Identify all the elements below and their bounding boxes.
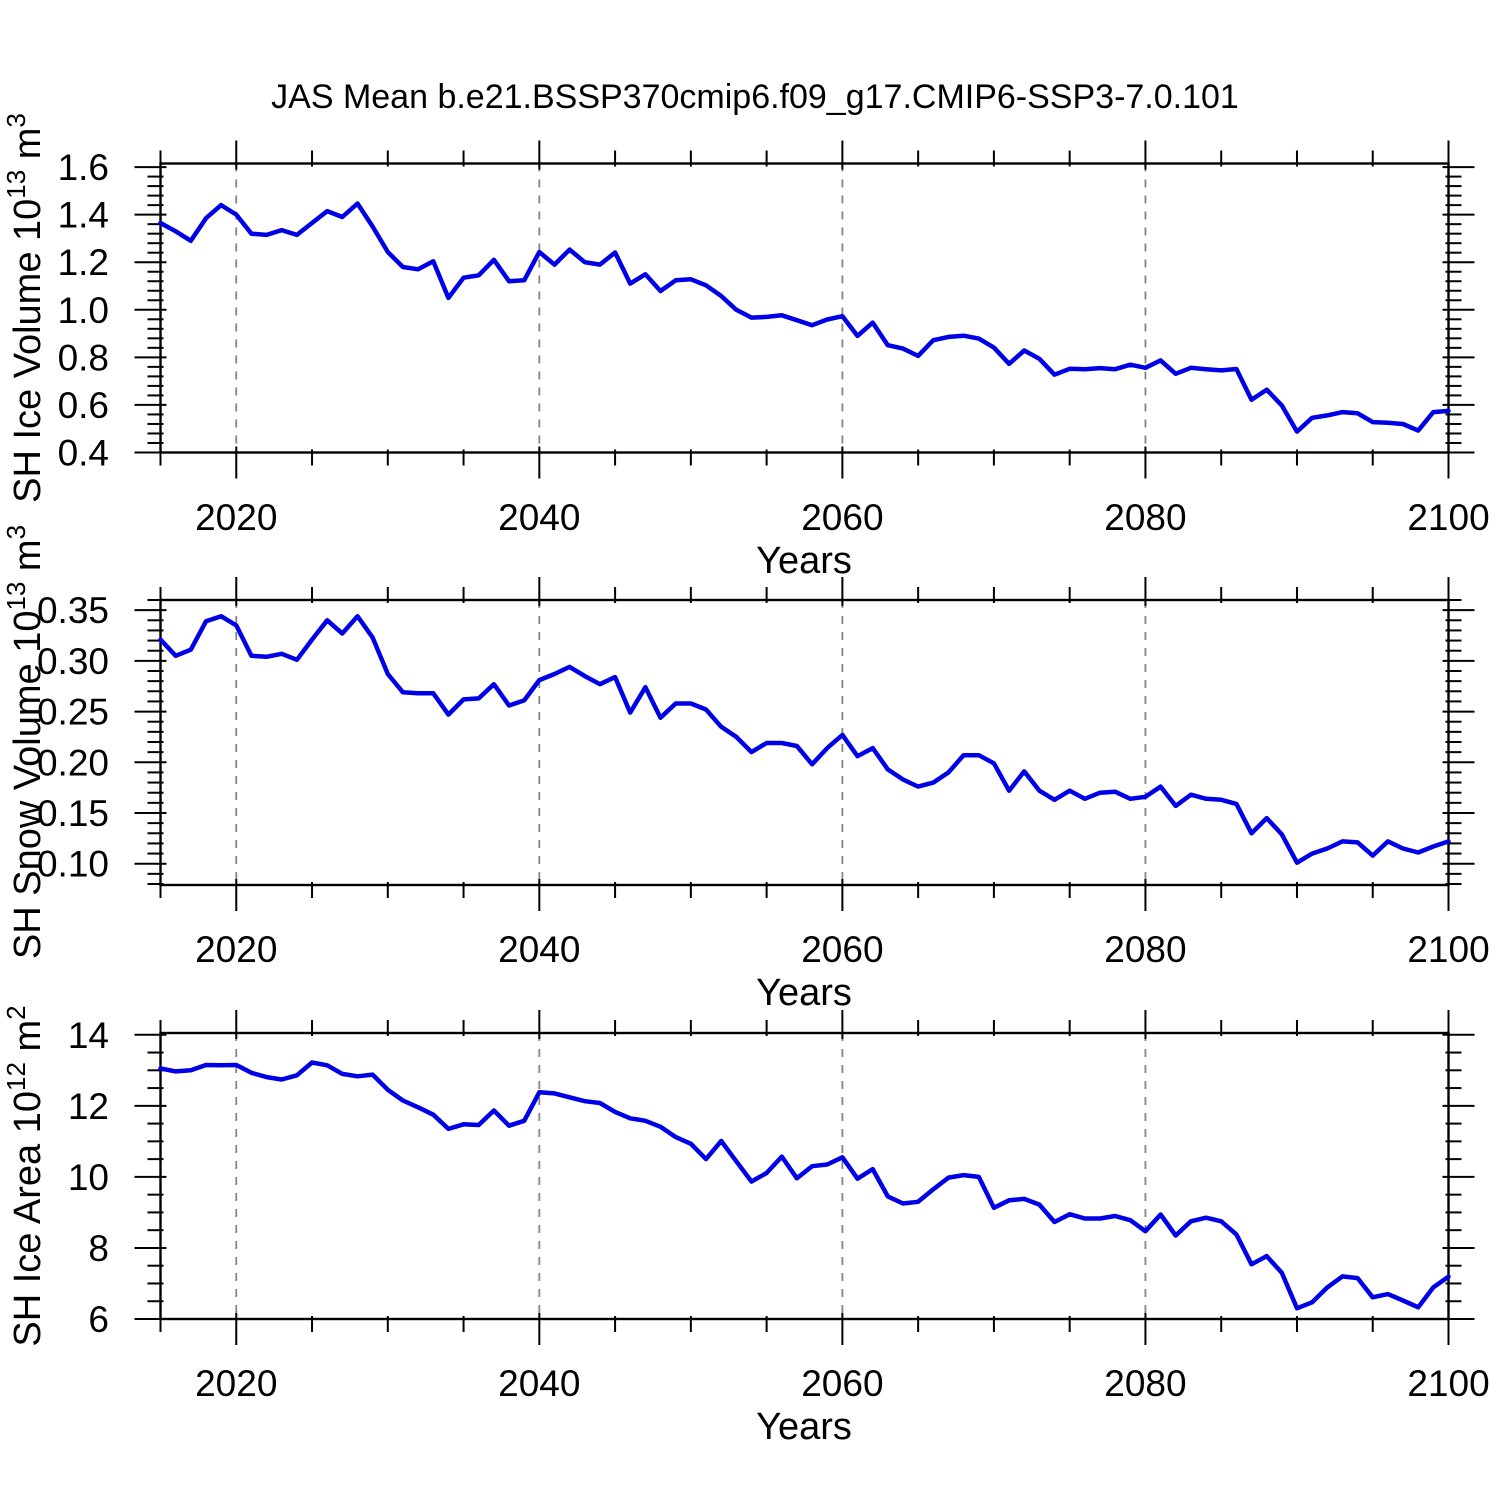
plot-border	[159, 1031, 1450, 1321]
y-tick-label: 8	[88, 1228, 109, 1269]
chart-title: JAS Mean b.e21.BSSP370cmip6.f09_g17.CMIP…	[271, 78, 1239, 116]
y-tick-label: 0.6	[58, 385, 109, 426]
x-tick-label: 2020	[195, 497, 277, 538]
data-line-series	[158, 1060, 1451, 1311]
y-tick-label: 1.0	[58, 290, 109, 331]
y-tick-label: 1.4	[58, 195, 109, 236]
y-tick-label: 0.30	[37, 641, 109, 682]
x-tick-label: 2060	[801, 929, 883, 970]
y-tick-label: 0.15	[37, 793, 109, 834]
data-line-series	[158, 613, 1451, 865]
x-tick-label: 2100	[1407, 1363, 1489, 1404]
panel-ice-area: 2020 2040 2060 2080 2100 6 8 10 12 14	[68, 1010, 1490, 1404]
x-tick-label: 2080	[1104, 929, 1186, 970]
data-line-series	[158, 201, 1451, 434]
y-tick-label: 0.8	[58, 337, 109, 378]
x-tick-label: 2020	[195, 1363, 277, 1404]
plot-border	[159, 162, 1450, 454]
x-tick-label: 2060	[801, 1363, 883, 1404]
x-tick-label: 2080	[1104, 497, 1186, 538]
tick-labels: 2020 2040 2060 2080 2100 0.10 0.15 0.20 0.25 0.30…	[37, 590, 1490, 970]
tick-labels: 2020 2040 2060 2080 2100 0.4 0.6 0.8 1.0 1.2 1.4 1.…	[58, 147, 1490, 538]
panels-group: 2020 2040 2060 2080 2100 0.4 0.6 0.8 1.0 1.2 1.4 1.…	[37, 140, 1490, 1404]
y-tick-label: 0.35	[37, 590, 109, 631]
x-tick-label: 2100	[1407, 929, 1489, 970]
gridlines	[235, 163, 1147, 453]
x-tick-label: 2020	[195, 929, 277, 970]
y-axis-title-ice-volume: SH Ice Volume 1013 m3	[1, 113, 49, 503]
x-tick-label: 2040	[498, 1363, 580, 1404]
y-tick-label: 0.25	[37, 692, 109, 733]
y-tick-label: 6	[88, 1299, 109, 1340]
y-tick-label: 1.2	[58, 242, 109, 283]
x-tick-label: 2040	[498, 929, 580, 970]
panel-ice-volume: 2020 2040 2060 2080 2100 0.4 0.6 0.8 1.0 1.2 1.4 1.…	[58, 140, 1490, 538]
x-tick-label: 2080	[1104, 1363, 1186, 1404]
y-axis-title-snow-volume: SH Snow Volume 1013 m3	[1, 525, 49, 959]
x-axis-title-panel-3: Years	[756, 1406, 852, 1448]
x-tick-label: 2060	[801, 497, 883, 538]
tick-labels: 2020 2040 2060 2080 2100 6 8 10 12 14	[68, 1015, 1490, 1404]
y-tick-label: 1.6	[58, 147, 109, 188]
y-tick-label: 12	[68, 1086, 109, 1127]
y-tick-label: 10	[68, 1157, 109, 1198]
plot-border	[159, 598, 1450, 887]
y-tick-label: 0.10	[37, 844, 109, 885]
x-tick-label: 2040	[498, 497, 580, 538]
x-tick-label: 2100	[1407, 497, 1489, 538]
x-axis-title-panel-2: Years	[756, 972, 852, 1014]
panel-snow-volume: 2020 2040 2060 2080 2100 0.10 0.15 0.20 0.25 0.30…	[37, 577, 1490, 970]
axis-ticks	[134, 140, 1475, 479]
x-axis-title-panel-1: Years	[756, 540, 852, 582]
y-tick-label: 14	[68, 1015, 109, 1056]
axis-ticks	[134, 1010, 1475, 1345]
y-tick-label: 0.20	[37, 742, 109, 783]
y-axis-title-ice-area: SH Ice Area 1012 m2	[1, 1005, 49, 1346]
y-tick-label: 0.4	[58, 433, 109, 474]
